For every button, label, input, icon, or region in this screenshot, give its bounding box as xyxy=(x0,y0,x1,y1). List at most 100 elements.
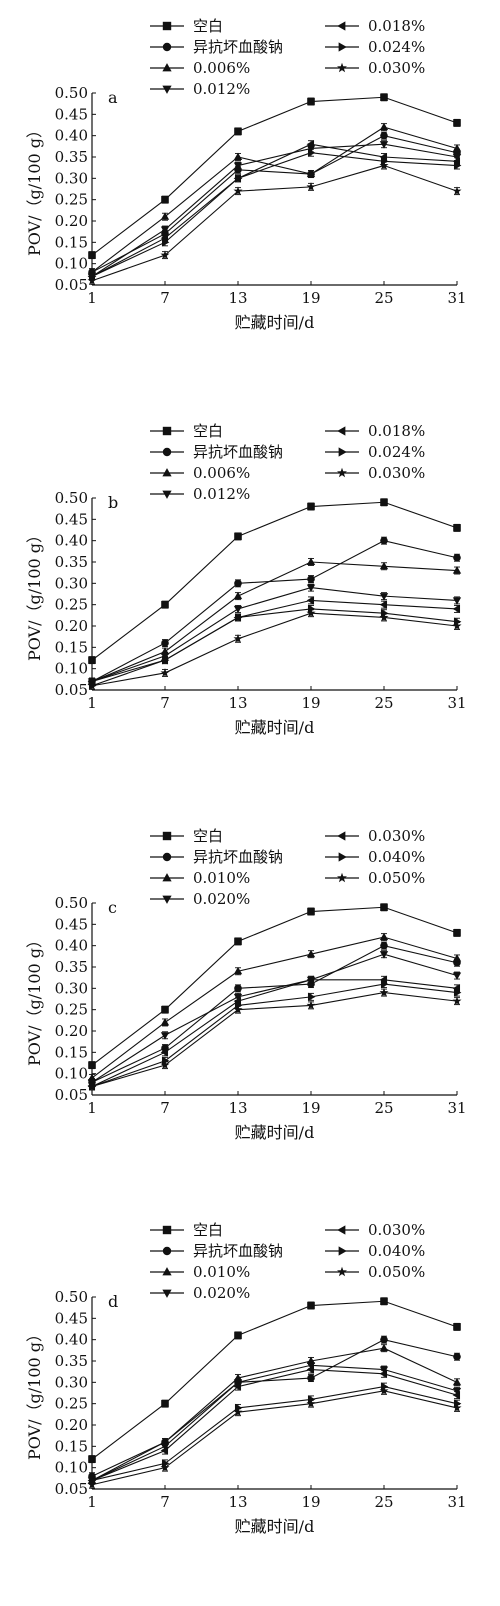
data-point xyxy=(452,1390,461,1400)
y-tick-label: 0.45 xyxy=(55,510,88,528)
data-point xyxy=(453,617,462,626)
data-point xyxy=(306,1365,315,1374)
data-point xyxy=(452,604,461,614)
series-circle xyxy=(88,536,461,686)
data-point xyxy=(452,566,462,574)
data-point xyxy=(380,1297,388,1306)
y-tick-label: 0.50 xyxy=(55,1288,88,1306)
data-point xyxy=(161,1399,169,1408)
data-point xyxy=(307,575,315,583)
legend-label: 空白 xyxy=(193,1221,223,1239)
series-square xyxy=(88,93,461,260)
data-point xyxy=(453,1323,461,1331)
legend-marker-circle-icon xyxy=(162,1246,172,1256)
series-triangle-up xyxy=(87,932,462,1082)
legend-item: 0.024% xyxy=(325,38,425,56)
y-tick-label: 0.30 xyxy=(55,574,88,592)
series-line xyxy=(91,164,458,282)
legend-item: 0.010% xyxy=(150,1263,250,1281)
legend-label: 0.020% xyxy=(193,1284,250,1302)
data-point xyxy=(379,951,389,959)
data-point xyxy=(307,1301,315,1310)
y-tick-label: 0.20 xyxy=(55,212,88,230)
data-point xyxy=(234,937,242,946)
data-point xyxy=(234,532,242,541)
series-square xyxy=(88,498,461,665)
legend-label: 0.006% xyxy=(193,464,250,482)
data-point xyxy=(379,152,388,162)
y-tick-label: 0.30 xyxy=(55,169,88,187)
legend-label: 0.024% xyxy=(368,38,425,56)
data-point xyxy=(233,186,243,195)
x-axis-title: 贮藏时间/d xyxy=(235,1517,315,1536)
legend-marker-triangle-down-icon xyxy=(162,895,172,904)
y-tick-label: 0.15 xyxy=(55,1437,88,1455)
legend-item: 空白 xyxy=(150,422,223,440)
y-tick-label: 0.30 xyxy=(55,1373,88,1391)
data-point xyxy=(379,561,389,570)
data-point xyxy=(453,553,461,562)
y-tick-label: 0.20 xyxy=(55,1416,88,1434)
data-point xyxy=(161,238,170,247)
data-point xyxy=(306,1398,316,1408)
data-point xyxy=(233,605,243,614)
data-point xyxy=(160,1032,170,1040)
x-axis-title: 贮藏时间/d xyxy=(235,313,315,332)
y-tick-label: 0.35 xyxy=(55,148,88,166)
series-triangle-left xyxy=(87,1365,461,1485)
y-tick-label: 0.25 xyxy=(55,1395,88,1413)
x-tick-label: 7 xyxy=(160,694,170,712)
legend-item: 0.050% xyxy=(325,869,425,887)
data-point xyxy=(379,122,389,131)
legend-marker-triangle-up-icon xyxy=(162,873,172,882)
y-tick-label: 0.40 xyxy=(55,127,88,145)
data-point xyxy=(87,275,97,285)
data-point xyxy=(307,604,316,614)
data-point xyxy=(379,1386,389,1395)
data-point xyxy=(161,1056,170,1066)
data-point xyxy=(379,600,388,609)
legend-label: 0.018% xyxy=(368,17,425,35)
data-point xyxy=(87,1479,97,1489)
legend-marker-triangle-down-icon xyxy=(162,1289,172,1298)
x-tick-label: 7 xyxy=(160,1099,170,1117)
legend-label: 0.024% xyxy=(368,443,425,461)
x-tick-label: 1 xyxy=(87,1099,97,1117)
x-tick-label: 7 xyxy=(160,1493,170,1511)
data-point xyxy=(452,621,462,630)
legend-marker-triangle-left-icon xyxy=(337,1225,346,1235)
data-point xyxy=(88,656,96,664)
legend-label: 0.010% xyxy=(193,1263,250,1281)
y-tick-label: 0.20 xyxy=(55,1022,88,1040)
data-point xyxy=(87,680,97,690)
data-point xyxy=(234,1331,242,1340)
legend-marker-triangle-left-icon xyxy=(337,21,346,31)
data-point xyxy=(234,984,242,993)
data-point xyxy=(160,1446,169,1455)
y-tick-label: 0.10 xyxy=(55,660,88,678)
series-circle xyxy=(88,131,461,277)
legend-item: 0.012% xyxy=(150,485,250,503)
series-line xyxy=(91,96,458,256)
data-point xyxy=(453,119,461,127)
data-point xyxy=(161,655,170,665)
legend-label: 空白 xyxy=(193,17,223,35)
data-point xyxy=(233,152,243,161)
series-star xyxy=(87,160,462,285)
legend-label: 异抗坏血酸钠 xyxy=(193,1242,283,1260)
data-point xyxy=(161,195,169,204)
y-tick-label: 0.35 xyxy=(55,553,88,571)
data-point xyxy=(380,1335,388,1344)
series-line xyxy=(91,992,458,1087)
x-tick-label: 1 xyxy=(87,1493,97,1511)
series-star xyxy=(87,608,462,690)
x-tick-label: 13 xyxy=(228,694,247,712)
panel-label: a xyxy=(108,88,118,107)
legend-label: 0.040% xyxy=(368,1242,425,1260)
series-line xyxy=(91,945,458,1083)
legend-marker-star-icon xyxy=(337,1266,347,1277)
series-line xyxy=(91,561,458,682)
y-tick-label: 0.40 xyxy=(55,937,88,955)
